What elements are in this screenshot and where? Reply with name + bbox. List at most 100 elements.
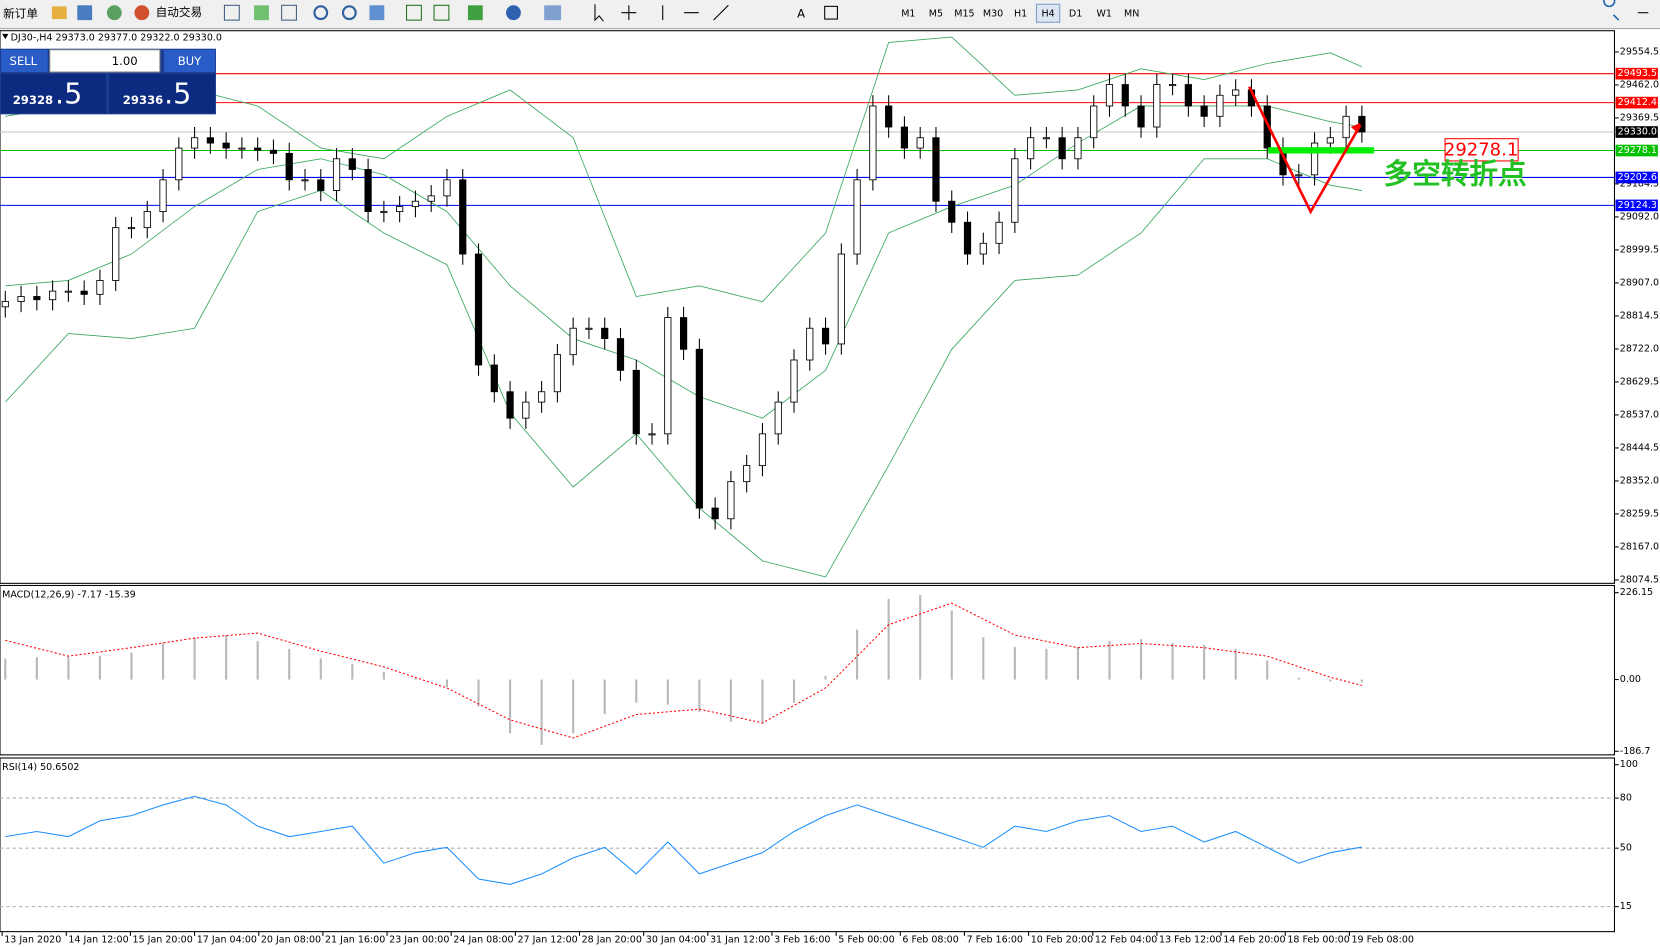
price-tag (1615, 126, 1658, 138)
y-tick-label: 28629.5 (1620, 376, 1659, 387)
icon[interactable] (544, 5, 562, 21)
timeframe-button[interactable]: M1 (901, 8, 915, 19)
search-icon[interactable] (1603, 0, 1620, 21)
icon[interactable] (506, 5, 521, 21)
annotation-box (1444, 138, 1519, 162)
x-tick-label: 14 Jan 12:00 (68, 935, 128, 946)
price-tag (1615, 199, 1658, 212)
line-tools[interactable] (662, 4, 729, 21)
x-axis: 13 Jan 2020 14 Jan 12:00 15 Jan 20:00 17 Ja… (1, 931, 1414, 946)
candle-body (538, 391, 546, 403)
candle-body (648, 433, 656, 436)
icon[interactable] (433, 4, 450, 21)
timeframe-button[interactable]: H4 (1041, 8, 1054, 19)
x-tick-label: 13 Feb 12:00 (1159, 935, 1221, 946)
macd-bar (887, 598, 890, 680)
x-tick-label: 31 Jan 12:00 (710, 935, 770, 946)
sell-label[interactable]: SELL (9, 54, 37, 68)
zoom-in[interactable] (313, 5, 329, 21)
one-click-panel: SELL 1.00 BUY 29328 .5 29336 .5 (0, 48, 216, 115)
buy-price-box[interactable] (109, 74, 215, 114)
icon[interactable] (106, 5, 122, 21)
icon[interactable] (77, 5, 93, 21)
text-tool[interactable]: A (797, 6, 805, 20)
icon[interactable] (254, 5, 269, 21)
candle-body (948, 200, 956, 223)
sell-button[interactable] (1, 49, 48, 72)
y-tick-label: 29554.5 (1620, 46, 1659, 57)
candle-body (411, 200, 420, 208)
macd-bar (161, 643, 165, 680)
icon[interactable] (467, 5, 483, 21)
macd-bar (698, 679, 701, 713)
candle-body (427, 195, 435, 202)
x-tick-label: 23 Jan 00:00 (389, 935, 449, 946)
candle-body (1153, 84, 1161, 128)
candle-body (317, 179, 325, 191)
buy-button[interactable] (164, 49, 215, 72)
arrow-head (1350, 122, 1361, 134)
y-tick-label: 28814.5 (1620, 310, 1659, 321)
timeframe-button[interactable]: M5 (929, 8, 943, 19)
lot-value[interactable]: 1.00 (112, 54, 138, 68)
candle-body (1168, 84, 1177, 87)
timeframe-button[interactable]: M15 (954, 8, 974, 19)
candle-body (112, 227, 120, 281)
sell-price-fraction[interactable]: .5 (55, 76, 82, 110)
x-tick-label: 24 Jan 08:00 (453, 935, 513, 946)
candle-body (254, 147, 262, 151)
price-tag (1615, 144, 1658, 157)
icon[interactable] (369, 5, 385, 21)
buy-label[interactable]: BUY (178, 54, 202, 68)
timeframe-button[interactable]: W1 (1096, 8, 1111, 19)
macd-bar (1139, 639, 1143, 680)
y-tick-label: 28907.0 (1620, 277, 1659, 288)
candle-body (269, 149, 278, 154)
timeframe-button[interactable]: H1 (1014, 8, 1027, 19)
new-order-button[interactable]: 新订单 (3, 6, 38, 20)
candle-body (853, 179, 861, 255)
lot-field[interactable] (49, 49, 161, 73)
icon[interactable] (406, 4, 422, 21)
candle-body (285, 152, 293, 181)
menu-arrow[interactable] (2, 33, 9, 40)
zoom-out[interactable] (341, 5, 357, 21)
macd-bar (824, 675, 827, 680)
auto-trading-button[interactable]: 自动交易 (156, 5, 203, 19)
y-tick-label: 29369.5 (1620, 112, 1659, 123)
cursor-tool[interactable] (594, 4, 604, 22)
candle-body (616, 338, 625, 371)
toolbar (0, 0, 1660, 29)
buy-price[interactable]: 29336 (123, 93, 163, 107)
price-tag-label: 29278.1 (1618, 145, 1657, 156)
timeframe-button[interactable]: M30 (983, 8, 1003, 19)
icon[interactable] (134, 5, 150, 21)
icon[interactable] (51, 6, 67, 20)
label-tool[interactable] (824, 5, 838, 20)
sell-price[interactable]: 29328 (13, 93, 53, 107)
macd-bar (603, 679, 606, 715)
y-tick-label: 29462.0 (1620, 79, 1659, 90)
candle-body (1042, 137, 1050, 140)
x-tick-label: 6 Feb 08:00 (902, 935, 958, 946)
buy-price-fraction[interactable]: .5 (164, 76, 191, 110)
candle-body (80, 290, 88, 295)
x-tick-label: 5 Feb 00:00 (838, 935, 894, 946)
candle-body (127, 227, 136, 230)
sell-price-box[interactable] (1, 74, 106, 114)
candle-body (522, 401, 530, 419)
candle-body (396, 206, 404, 212)
y-tick-label: 226.15 (1620, 587, 1653, 598)
icon[interactable] (281, 4, 297, 21)
macd-bar (1360, 679, 1363, 683)
candle-body (774, 401, 782, 435)
icon[interactable] (223, 4, 240, 21)
x-tick-label: 20 Jan 08:00 (261, 935, 321, 946)
timeframe-button[interactable]: D1 (1069, 8, 1082, 19)
crosshair-tool[interactable] (621, 5, 637, 21)
candle-body (601, 327, 609, 340)
candle-body (711, 507, 719, 520)
timeframe-button[interactable]: MN (1124, 8, 1139, 19)
candle-body (790, 359, 798, 403)
candle-body (664, 317, 672, 435)
